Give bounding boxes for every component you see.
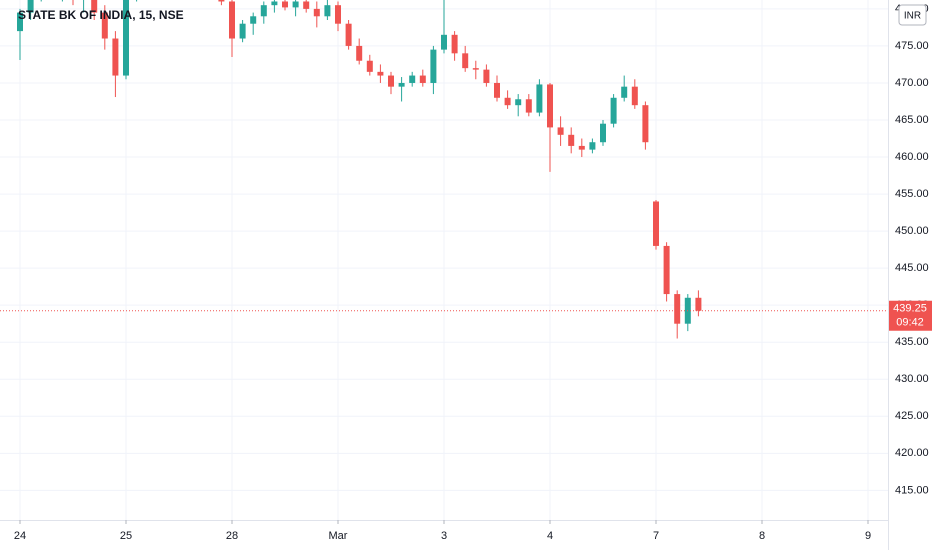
candle-body [525,99,532,113]
candle-body [356,45,363,61]
candle-body [642,105,649,143]
y-tick-label: 465.00 [895,114,929,126]
y-tick-label: 455.00 [895,188,929,200]
candle-body [27,0,34,13]
candle-body [123,0,129,76]
candle-body [112,38,119,76]
x-tick-label: Mar [329,530,348,542]
candle-body [451,34,458,54]
candle-body [345,23,352,46]
candle-body [398,82,405,87]
candle-body [101,12,108,39]
x-tick-label: 25 [120,530,132,542]
candle-body [600,123,606,143]
candle-body [504,97,511,106]
candle-body [547,84,553,128]
x-tick-label: 8 [759,530,765,542]
grid [0,0,888,520]
y-tick-label: 435.00 [895,336,929,348]
candle-body [17,12,23,32]
candle-body [578,145,585,150]
y-tick-label: 425.00 [895,410,929,422]
currency-label: INR [904,11,921,22]
candle-body [218,0,225,2]
candle-body [282,1,288,8]
last-price-label: 439.25 [893,303,927,315]
candle-body [377,71,384,76]
countdown-label: 09:42 [896,317,924,329]
candle-body [621,86,628,98]
y-tick-label: 420.00 [895,447,929,459]
candle-body [292,1,299,8]
candle-body [483,69,490,83]
candle-body [303,1,310,9]
y-tick-label: 450.00 [895,225,929,237]
candle-body [250,16,257,24]
currency-badge[interactable] [898,4,927,26]
candle-body [388,75,394,87]
y-tick-label: 470.00 [895,77,929,89]
candle-body [557,127,564,135]
candle-body [568,134,575,146]
chart-title: STATE BK OF INDIA, 15, NSE [18,8,184,22]
candle-body [229,1,235,39]
y-tick-label: 460.00 [895,151,929,163]
axes: 415.00420.00425.00430.00435.00440.00445.… [0,3,932,542]
candle-body [335,5,341,24]
candle-body [674,294,681,324]
candle-body [239,23,246,39]
x-tick-label: 24 [14,530,26,542]
candle-body [494,82,500,98]
candle-body [441,34,447,50]
candle-body [472,68,479,70]
candle-body [366,60,373,72]
candle-body [515,99,522,106]
candle-body [430,49,437,83]
y-tick-label: 445.00 [895,262,929,274]
candle-body [91,0,98,13]
candle-body [419,75,426,83]
y-tick-label: 430.00 [895,373,929,385]
last-price-tag [889,300,932,331]
candle-body [695,297,702,311]
candle-body [536,84,543,113]
x-tick-label: 28 [226,530,238,542]
candle-body [631,86,638,106]
x-tick-label: 3 [441,530,447,542]
candle-body [462,53,469,69]
x-tick-label: 9 [865,530,871,542]
candle-body [324,5,331,17]
candle-body [260,5,267,17]
x-tick-label: 4 [547,530,553,542]
candle-body [271,1,278,6]
candle-body [653,201,659,246]
y-tick-label: 475.00 [895,40,929,52]
x-tick-label: 7 [653,530,659,542]
candle-body [610,97,617,124]
candle-body [409,75,416,83]
y-tick-label: 415.00 [895,484,929,496]
candle-body [589,142,596,150]
candle-body [663,245,670,295]
candle-body [313,8,320,17]
